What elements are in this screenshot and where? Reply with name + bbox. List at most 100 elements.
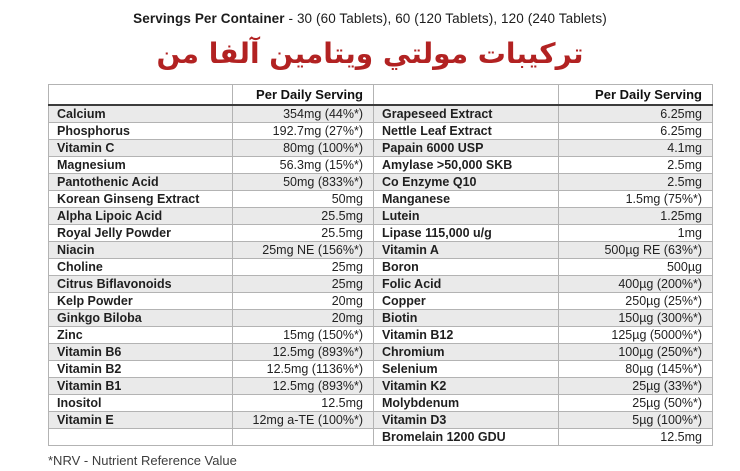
nutrient-name: Kelp Powder — [48, 292, 233, 311]
nutrient-name: Vitamin E — [48, 411, 233, 430]
per-daily-serving-header: Per Daily Serving — [232, 84, 374, 107]
nutrient-value: 1.5mg (75%*) — [558, 190, 713, 209]
servings-label: Servings Per Container — [133, 11, 285, 26]
nutrient-value: 25µg (50%*) — [558, 394, 713, 413]
nutrient-name: Korean Ginseng Extract — [48, 190, 233, 209]
nutrient-name: Copper — [373, 292, 559, 311]
nutrient-value — [232, 428, 374, 447]
nutrient-name — [48, 428, 233, 447]
nutrient-name: Royal Jelly Powder — [48, 224, 233, 243]
nutrient-value: 5µg (100%*) — [558, 411, 713, 430]
table-row: Calcium 354mg (44%*) Grapeseed Extract 6.25… — [48, 104, 713, 124]
table-row: Vitamin C 80mg (100%*) Papain 6000 USP 4.1m… — [48, 139, 713, 158]
table-row: Alpha Lipoic Acid 25.5mg Lutein 1.25mg — [48, 207, 713, 226]
nutrient-name: Bromelain 1200 GDU — [373, 428, 559, 447]
nutrient-value: 100µg (250%*) — [558, 343, 713, 362]
nutrient-value: 4.1mg — [558, 139, 713, 158]
nutrient-name: Selenium — [373, 360, 559, 379]
nutrient-value: 15mg (150%*) — [232, 326, 374, 345]
nutrient-name: Lipase 115,000 u/g — [373, 224, 559, 243]
page-title: تركيبات مولتي ويتامين آلفا من — [156, 37, 584, 70]
nutrient-value: 500µg — [558, 258, 713, 277]
table-row: Royal Jelly Powder 25.5mg Lipase 115,000 u… — [48, 224, 713, 243]
table-row: Vitamin E 12mg a-TE (100%*) Vitamin D3 5µg … — [48, 411, 713, 430]
nutrient-name: Magnesium — [48, 156, 233, 175]
table-row: Vitamin B6 12.5mg (893%*) Chromium 100µg (2… — [48, 343, 713, 362]
nutrient-name: Vitamin B6 — [48, 343, 233, 362]
table-row: Citrus Biflavonoids 25mg Folic Acid 400µg (… — [48, 275, 713, 294]
nutrient-name: Choline — [48, 258, 233, 277]
nutrient-value: 25.5mg — [232, 224, 374, 243]
nutrient-value: 25mg — [232, 275, 374, 294]
nutrient-name: Ginkgo Biloba — [48, 309, 233, 328]
nutrient-value: 20mg — [232, 309, 374, 328]
nutrient-name: Boron — [373, 258, 559, 277]
table-header-empty — [48, 84, 233, 107]
nutrient-value: 80mg (100%*) — [232, 139, 374, 158]
nutrient-value: 80µg (145%*) — [558, 360, 713, 379]
nutrient-name: Manganese — [373, 190, 559, 209]
nutrient-value: 50mg — [232, 190, 374, 209]
nutrient-name: Vitamin K2 — [373, 377, 559, 396]
nutrient-name: Alpha Lipoic Acid — [48, 207, 233, 226]
nutrient-name: Papain 6000 USP — [373, 139, 559, 158]
nutrient-value: 12.5mg (1136%*) — [232, 360, 374, 379]
nutrient-value: 12.5mg — [232, 394, 374, 413]
nutrient-value: 25mg NE (156%*) — [232, 241, 374, 260]
nutrient-value: 12.5mg — [558, 428, 713, 447]
nutrient-value: 12.5mg (893%*) — [232, 343, 374, 362]
nutrient-name: Nettle Leaf Extract — [373, 122, 559, 141]
table-row: Zinc 15mg (150%*) Vitamin B12 125µg (5000%*… — [48, 326, 713, 345]
nutrient-name: Co Enzyme Q10 — [373, 173, 559, 192]
nutrient-name: Lutein — [373, 207, 559, 226]
nutrient-name: Vitamin B2 — [48, 360, 233, 379]
nutrient-value: 25.5mg — [232, 207, 374, 226]
nutrient-name: Zinc — [48, 326, 233, 345]
nutrient-name: Vitamin B1 — [48, 377, 233, 396]
nutrient-value: 56.3mg (15%*) — [232, 156, 374, 175]
nutrient-value: 6.25mg — [558, 104, 713, 124]
nutrient-value: 125µg (5000%*) — [558, 326, 713, 345]
nutrient-value: 6.25mg — [558, 122, 713, 141]
nutrient-name: Vitamin B12 — [373, 326, 559, 345]
nutrient-name: Calcium — [48, 104, 233, 124]
nutrient-name: Phosphorus — [48, 122, 233, 141]
nutrient-name: Amylase >50,000 SKB — [373, 156, 559, 175]
table-row: Korean Ginseng Extract 50mg Manganese 1.5mg… — [48, 190, 713, 209]
nutrient-name: Vitamin D3 — [373, 411, 559, 430]
nutrient-value: 12.5mg (893%*) — [232, 377, 374, 396]
nutrient-value: 20mg — [232, 292, 374, 311]
ingredients-table-body: Calcium 354mg (44%*) Grapeseed Extract 6.25… — [48, 104, 713, 447]
table-row: Ginkgo Biloba 20mg Biotin 150µg (300%*) — [48, 309, 713, 328]
table-row: Phosphorus 192.7mg (27%*) Nettle Leaf Extr… — [48, 122, 713, 141]
table-row: Pantothenic Acid 50mg (833%*) Co Enzyme Q1… — [48, 173, 713, 192]
nutrient-value: 1mg — [558, 224, 713, 243]
ingredients-table: Per Daily Serving Per Daily Serving Calc… — [48, 84, 713, 447]
nutrient-name: Niacin — [48, 241, 233, 260]
nutrient-value: 354mg (44%*) — [232, 104, 374, 124]
table-header-row: Per Daily Serving Per Daily Serving — [48, 84, 713, 107]
servings-per-container-line: Servings Per Container - 30 (60 Tablets)… — [0, 0, 740, 26]
table-row: Bromelain 1200 GDU 12.5mg — [48, 428, 713, 447]
nutrient-value: 25µg (33%*) — [558, 377, 713, 396]
nutrient-value: 1.25mg — [558, 207, 713, 226]
servings-values: - 30 (60 Tablets), 60 (120 Tablets), 120… — [284, 11, 607, 26]
per-daily-serving-header: Per Daily Serving — [558, 84, 713, 107]
nutrient-value: 2.5mg — [558, 156, 713, 175]
nutrient-value: 500µg RE (63%*) — [558, 241, 713, 260]
nutrient-name: Pantothenic Acid — [48, 173, 233, 192]
nutrient-name: Molybdenum — [373, 394, 559, 413]
nutrient-value: 192.7mg (27%*) — [232, 122, 374, 141]
nutrient-value: 2.5mg — [558, 173, 713, 192]
nutrient-name: Chromium — [373, 343, 559, 362]
nutrient-name: Folic Acid — [373, 275, 559, 294]
nutrient-value: 25mg — [232, 258, 374, 277]
nutrient-value: 150µg (300%*) — [558, 309, 713, 328]
table-row: Magnesium 56.3mg (15%*) Amylase >50,000 SK… — [48, 156, 713, 175]
table-row: Kelp Powder 20mg Copper 250µg (25%*) — [48, 292, 713, 311]
nrv-footnote: *NRV - Nutrient Reference Value — [48, 453, 237, 469]
nutrient-value: 400µg (200%*) — [558, 275, 713, 294]
table-row: Vitamin B2 12.5mg (1136%*) Selenium 80µg (1… — [48, 360, 713, 379]
nutrient-name: Grapeseed Extract — [373, 104, 559, 124]
nutrient-value: 250µg (25%*) — [558, 292, 713, 311]
